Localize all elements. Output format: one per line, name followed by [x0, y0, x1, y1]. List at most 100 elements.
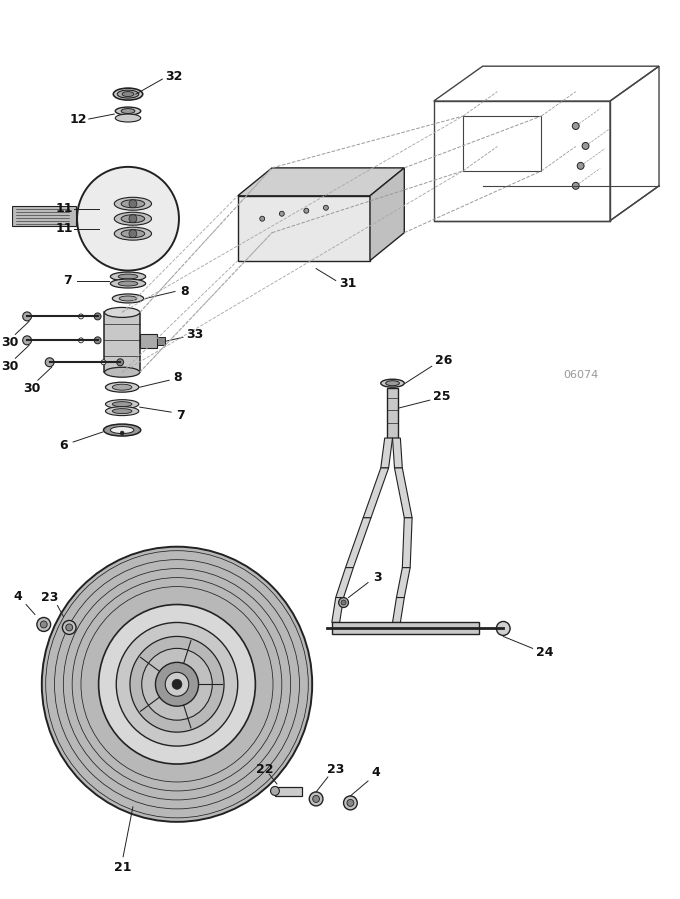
Circle shape — [95, 313, 101, 320]
Circle shape — [582, 142, 589, 149]
Polygon shape — [396, 567, 410, 598]
Ellipse shape — [105, 307, 140, 317]
Ellipse shape — [381, 379, 405, 387]
Ellipse shape — [119, 296, 137, 301]
Polygon shape — [403, 518, 412, 567]
Circle shape — [141, 648, 212, 720]
Ellipse shape — [114, 88, 143, 100]
Bar — [238, 196, 370, 261]
Text: 3: 3 — [373, 571, 382, 584]
Circle shape — [304, 209, 309, 213]
Circle shape — [78, 338, 84, 343]
Text: 31: 31 — [339, 277, 356, 290]
Circle shape — [129, 215, 137, 223]
Ellipse shape — [112, 409, 132, 414]
Circle shape — [130, 636, 224, 732]
Polygon shape — [381, 438, 392, 468]
Bar — [105, 313, 140, 372]
Circle shape — [95, 337, 101, 343]
Circle shape — [577, 163, 584, 169]
Ellipse shape — [103, 424, 141, 436]
Bar — [332, 622, 479, 635]
Text: 7: 7 — [63, 274, 71, 287]
Circle shape — [324, 205, 328, 210]
Ellipse shape — [110, 272, 146, 281]
Ellipse shape — [121, 109, 135, 113]
Bar — [463, 116, 541, 171]
Circle shape — [279, 211, 284, 217]
Ellipse shape — [114, 212, 152, 225]
Ellipse shape — [114, 227, 152, 240]
Circle shape — [66, 624, 73, 631]
Polygon shape — [392, 598, 405, 622]
Circle shape — [40, 621, 47, 628]
Ellipse shape — [105, 368, 140, 378]
Ellipse shape — [105, 400, 139, 409]
Circle shape — [172, 680, 182, 690]
Circle shape — [99, 604, 256, 764]
Circle shape — [339, 598, 348, 608]
Ellipse shape — [112, 294, 143, 303]
Circle shape — [347, 799, 354, 806]
Circle shape — [156, 663, 199, 707]
Text: 4: 4 — [14, 590, 22, 603]
Circle shape — [41, 547, 312, 822]
Circle shape — [63, 620, 76, 635]
Ellipse shape — [112, 402, 132, 406]
Circle shape — [101, 360, 106, 365]
Circle shape — [129, 200, 137, 208]
Text: 23: 23 — [327, 762, 344, 776]
Text: 7: 7 — [177, 409, 185, 422]
Circle shape — [573, 122, 579, 129]
Polygon shape — [392, 438, 403, 468]
Polygon shape — [394, 468, 412, 518]
Ellipse shape — [122, 92, 134, 96]
Ellipse shape — [105, 406, 139, 415]
Bar — [140, 334, 157, 348]
Polygon shape — [238, 168, 405, 196]
Circle shape — [260, 217, 265, 221]
Text: 30: 30 — [1, 360, 18, 373]
Circle shape — [46, 358, 54, 367]
Polygon shape — [363, 468, 388, 518]
Ellipse shape — [121, 229, 145, 237]
Circle shape — [120, 431, 124, 435]
Circle shape — [573, 182, 579, 190]
Circle shape — [165, 672, 189, 696]
Bar — [387, 388, 398, 438]
Text: 33: 33 — [186, 328, 203, 341]
Circle shape — [22, 336, 31, 345]
Text: 6: 6 — [59, 439, 67, 451]
Text: 32: 32 — [165, 69, 183, 83]
Circle shape — [116, 622, 238, 746]
Ellipse shape — [117, 90, 139, 98]
Ellipse shape — [386, 380, 399, 386]
Ellipse shape — [110, 426, 134, 433]
Text: 11: 11 — [56, 222, 73, 236]
Text: 8: 8 — [173, 370, 182, 384]
Ellipse shape — [121, 215, 145, 223]
Ellipse shape — [271, 787, 279, 796]
Text: 4: 4 — [371, 767, 380, 779]
Text: 22: 22 — [256, 762, 274, 776]
Text: 06074: 06074 — [563, 370, 598, 380]
Circle shape — [77, 167, 179, 271]
Circle shape — [309, 792, 323, 806]
Text: 30: 30 — [23, 382, 41, 395]
Circle shape — [129, 229, 137, 237]
Ellipse shape — [105, 382, 139, 392]
Circle shape — [343, 796, 357, 810]
Text: 12: 12 — [69, 112, 87, 126]
Ellipse shape — [110, 279, 146, 288]
Ellipse shape — [112, 384, 132, 390]
Polygon shape — [370, 168, 405, 261]
Circle shape — [37, 618, 50, 631]
Ellipse shape — [114, 197, 152, 210]
Text: 11: 11 — [56, 202, 73, 215]
Text: 25: 25 — [432, 389, 450, 403]
Ellipse shape — [116, 107, 141, 115]
Polygon shape — [336, 567, 354, 598]
Ellipse shape — [121, 200, 145, 208]
Bar — [12, 206, 76, 226]
Text: 21: 21 — [114, 861, 132, 874]
